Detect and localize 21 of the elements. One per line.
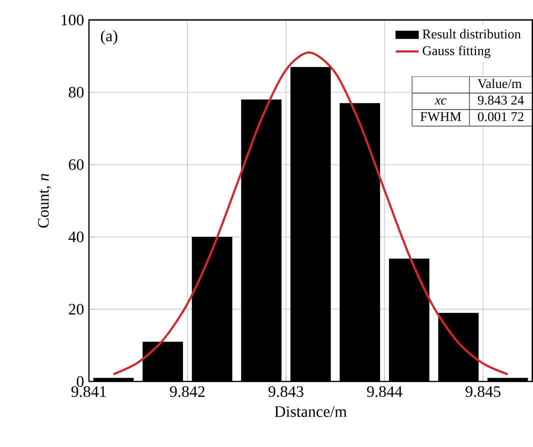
y-tick-label: 0 [76, 376, 84, 387]
y-tick-label: 100 [62, 14, 84, 26]
legend-label: Result distribution [422, 28, 521, 38]
y-tick-label: 40 [68, 231, 84, 242]
annotation: 9.843 24 [478, 95, 524, 104]
annotation: xc [434, 98, 447, 104]
x-tick-label: 9.844 [367, 386, 402, 397]
x-tick-label: 9.843 [268, 386, 304, 397]
y-tick-label: 60 [68, 158, 84, 170]
annotation: (a) [100, 30, 118, 44]
x-axis-title: Distance/m [274, 406, 347, 417]
y-tick-label: 20 [68, 304, 84, 314]
y-tick-label: 80 [68, 86, 84, 98]
x-tick-label: 9.841 [71, 386, 106, 397]
legend-label: Gauss fitting [422, 46, 490, 58]
x-tick-label: 9.842 [170, 386, 205, 397]
annotation: FWHM [420, 112, 462, 122]
annotation: 0.001 72 [478, 112, 524, 121]
annotation: Value/m [478, 78, 522, 88]
x-tick-label: 9.845 [466, 386, 500, 397]
y-axis-title: Count, n [38, 174, 52, 228]
